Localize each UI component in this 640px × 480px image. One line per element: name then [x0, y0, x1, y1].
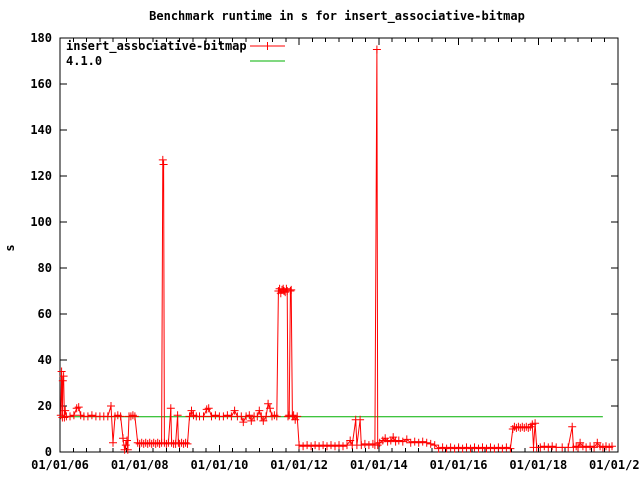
- axes-group: [59, 37, 619, 453]
- x-tick-label: 01/01/2: [589, 458, 640, 472]
- chart-title: Benchmark runtime in s for insert_associ…: [149, 9, 525, 24]
- y-tick-label: 100: [30, 215, 52, 229]
- legend-sample-plus-icon: [263, 42, 272, 50]
- y-axis-label: s: [3, 244, 17, 251]
- y-tick-label: 60: [38, 307, 52, 321]
- x-tick-label: 01/01/18: [509, 458, 567, 472]
- series-insert-plus-markers: [56, 45, 616, 454]
- y-tick-label: 0: [45, 445, 52, 459]
- x-tick-label: 01/01/12: [270, 458, 328, 472]
- y-tick-label: 160: [30, 77, 52, 91]
- y-tick-label: 140: [30, 123, 52, 137]
- x-tick-label: 01/01/14: [350, 458, 408, 472]
- y-tick-label: 180: [30, 31, 52, 45]
- x-tick-label: 01/01/16: [430, 458, 488, 472]
- x-tick-label: 01/01/10: [191, 458, 249, 472]
- y-tick-label: 80: [38, 261, 52, 275]
- x-tick-label: 01/01/06: [31, 458, 89, 472]
- legend-label-insert-associative-bitmap: insert_associative-bitmap: [66, 39, 247, 54]
- y-tick-label: 120: [30, 169, 52, 183]
- y-tick-label: 40: [38, 353, 52, 367]
- legend-label-version-4-1-0: 4.1.0: [66, 54, 102, 68]
- y-tick-label: 20: [38, 399, 52, 413]
- x-tick-label: 01/01/08: [111, 458, 169, 472]
